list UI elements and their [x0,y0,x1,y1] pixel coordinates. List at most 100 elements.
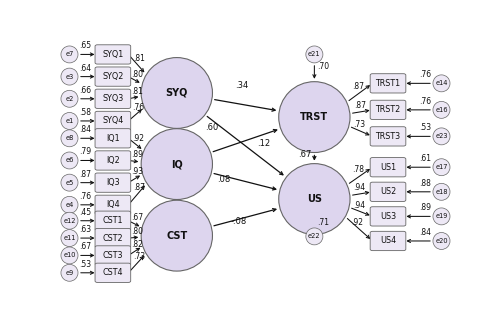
Text: .12: .12 [258,140,270,148]
Ellipse shape [433,159,450,176]
Text: .84: .84 [419,228,431,237]
Text: .76: .76 [419,70,431,79]
FancyBboxPatch shape [95,111,130,131]
Text: .87: .87 [354,101,366,110]
Text: SYQ2: SYQ2 [102,72,124,81]
Text: .73: .73 [133,252,145,261]
Text: SYQ3: SYQ3 [102,94,124,103]
Text: .88: .88 [419,179,431,188]
Text: e8: e8 [66,135,74,141]
Text: e11: e11 [64,235,76,241]
Ellipse shape [61,130,78,147]
FancyBboxPatch shape [95,129,130,148]
Text: e3: e3 [66,74,74,80]
FancyBboxPatch shape [370,74,406,93]
Text: .80: .80 [130,227,142,236]
Ellipse shape [306,228,323,245]
Text: .81: .81 [131,87,142,96]
FancyBboxPatch shape [95,151,130,170]
Ellipse shape [61,212,78,229]
Text: e9: e9 [66,270,74,276]
Ellipse shape [61,230,78,247]
Text: IQ: IQ [171,159,182,169]
FancyBboxPatch shape [370,127,406,146]
Text: .64: .64 [80,64,92,73]
Text: .94: .94 [353,201,366,210]
Text: e2: e2 [66,96,74,102]
FancyBboxPatch shape [370,182,406,202]
Text: .76: .76 [80,192,92,201]
Ellipse shape [61,46,78,63]
FancyBboxPatch shape [95,195,130,214]
Text: e21: e21 [308,51,320,57]
Text: e10: e10 [63,252,76,259]
Text: TRST2: TRST2 [376,105,400,114]
Ellipse shape [433,101,450,118]
Text: TRST1: TRST1 [376,79,400,88]
Text: .08: .08 [216,175,230,184]
FancyBboxPatch shape [95,263,130,282]
Text: .63: .63 [80,225,92,234]
Ellipse shape [433,75,450,92]
Text: .81: .81 [134,54,145,63]
FancyBboxPatch shape [370,231,406,251]
Ellipse shape [141,58,212,128]
Text: e16: e16 [435,107,448,113]
Ellipse shape [61,90,78,107]
Ellipse shape [278,82,350,152]
Text: .58: .58 [80,108,92,117]
FancyBboxPatch shape [370,157,406,177]
Text: .87: .87 [352,82,364,91]
FancyBboxPatch shape [95,89,130,108]
FancyBboxPatch shape [95,246,130,265]
Ellipse shape [61,264,78,281]
Text: .53: .53 [80,260,92,269]
FancyBboxPatch shape [95,211,130,230]
Text: .67: .67 [80,242,92,251]
FancyBboxPatch shape [95,228,130,248]
Text: .76: .76 [419,97,431,106]
Text: .87: .87 [134,183,145,192]
Text: .61: .61 [419,154,431,163]
Text: IQ1: IQ1 [106,134,120,143]
Text: .70: .70 [317,62,329,71]
Text: .78: .78 [352,165,364,174]
FancyBboxPatch shape [95,67,130,86]
Text: .82: .82 [132,240,143,249]
Ellipse shape [433,128,450,145]
Text: .53: .53 [419,123,431,132]
Text: .60: .60 [205,123,218,132]
Text: e23: e23 [435,133,448,139]
Ellipse shape [433,233,450,249]
FancyBboxPatch shape [370,207,406,226]
Text: .89: .89 [130,151,142,159]
Text: .87: .87 [80,170,92,179]
Text: US4: US4 [380,237,396,245]
Text: IQ2: IQ2 [106,156,120,165]
Text: .45: .45 [80,208,92,217]
Text: US1: US1 [380,163,396,172]
Text: e22: e22 [308,233,320,239]
Text: .84: .84 [80,125,92,134]
Text: US3: US3 [380,212,396,221]
Text: IQ4: IQ4 [106,200,120,209]
Text: .79: .79 [80,147,92,156]
Text: SYQ1: SYQ1 [102,50,124,59]
Text: e1: e1 [66,118,74,124]
FancyBboxPatch shape [95,173,130,192]
Ellipse shape [141,129,212,199]
Text: .92: .92 [352,218,364,227]
Ellipse shape [61,112,78,129]
Text: CST2: CST2 [102,233,123,243]
Ellipse shape [61,196,78,213]
Text: e12: e12 [63,218,76,224]
Ellipse shape [61,174,78,191]
Text: .34: .34 [235,81,248,90]
Text: .65: .65 [80,41,92,50]
Text: .89: .89 [419,203,431,212]
Text: e18: e18 [435,189,448,195]
Text: CST4: CST4 [102,268,123,277]
Text: e20: e20 [435,238,448,244]
Text: .67: .67 [298,150,312,159]
Text: e17: e17 [435,164,448,170]
